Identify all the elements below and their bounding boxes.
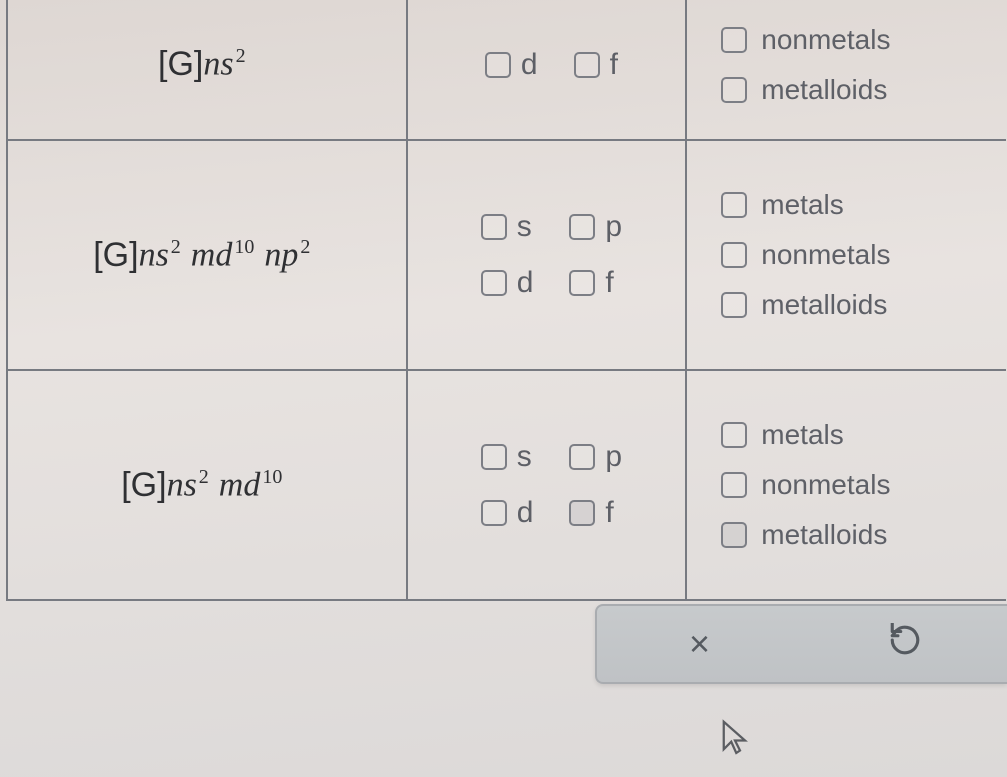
cursor-icon [720, 718, 750, 758]
table-row: [G]ns2md10 s p d f [7, 370, 1006, 600]
orbital-option-p[interactable]: p [569, 210, 622, 244]
type-label: nonmetals [761, 24, 890, 56]
orbital-checkbox-grid: s p d f [408, 371, 686, 599]
checkbox-icon [721, 77, 747, 103]
type-option-nonmetals[interactable]: nonmetals [721, 239, 1006, 271]
orbital-option-f[interactable]: f [569, 266, 622, 300]
type-label: metalloids [761, 74, 887, 106]
orbital-label: d [517, 266, 534, 300]
type-label: metalloids [761, 519, 887, 551]
type-label: metals [761, 419, 843, 451]
orbital-option-d[interactable]: d [481, 266, 534, 300]
orbital-option-f[interactable]: f [574, 48, 618, 82]
electron-config: [G]ns2 [8, 0, 406, 139]
type-option-metalloids[interactable]: metalloids [721, 519, 1006, 551]
element-type-list: nonmetals metalloids [687, 0, 1006, 139]
type-label: metals [761, 189, 843, 221]
orbital-label: f [605, 496, 613, 530]
orbital-option-s[interactable]: s [481, 210, 534, 244]
checkbox-icon [721, 422, 747, 448]
type-option-nonmetals[interactable]: nonmetals [721, 24, 1006, 56]
type-option-metals[interactable]: metals [721, 419, 1006, 451]
orbital-label: f [605, 266, 613, 300]
orbital-option-d[interactable]: d [481, 496, 534, 530]
orbital-label: d [521, 48, 538, 82]
checkbox-icon [481, 444, 507, 470]
element-type-list: metals nonmetals metalloids [687, 371, 1006, 599]
checkbox-icon [569, 214, 595, 240]
orbital-label: s [517, 210, 532, 244]
orbital-label: p [605, 210, 622, 244]
close-icon: × [689, 623, 710, 665]
element-type-list: metals nonmetals metalloids [687, 141, 1006, 369]
type-option-metals[interactable]: metals [721, 189, 1006, 221]
type-label: nonmetals [761, 239, 890, 271]
type-option-metalloids[interactable]: metalloids [721, 74, 1006, 106]
close-button[interactable]: × [597, 606, 802, 682]
checkbox-icon [721, 292, 747, 318]
type-option-metalloids[interactable]: metalloids [721, 289, 1006, 321]
checkbox-icon [481, 214, 507, 240]
type-label: nonmetals [761, 469, 890, 501]
checkbox-icon [569, 500, 595, 526]
type-label: metalloids [761, 289, 887, 321]
electron-config: [G]ns2md10np2 [8, 141, 406, 369]
checkbox-icon [569, 444, 595, 470]
checkbox-icon [721, 522, 747, 548]
table-row: [G]ns2md10np2 s p d f [7, 140, 1006, 370]
orbital-option-d[interactable]: d [485, 48, 538, 82]
checkbox-icon [481, 500, 507, 526]
question-table: [G]ns2 d f nonmetals [6, 0, 1006, 601]
checkbox-icon [481, 270, 507, 296]
orbital-label: p [605, 440, 622, 474]
answer-button-bar: × [595, 604, 1007, 684]
checkbox-icon [721, 192, 747, 218]
undo-button[interactable] [802, 606, 1007, 682]
type-option-nonmetals[interactable]: nonmetals [721, 469, 1006, 501]
orbital-option-p[interactable]: p [569, 440, 622, 474]
electron-config: [G]ns2md10 [8, 371, 406, 599]
checkbox-icon [574, 52, 600, 78]
orbital-option-s[interactable]: s [481, 440, 534, 474]
table-row: [G]ns2 d f nonmetals [7, 0, 1006, 140]
orbital-checkbox-grid: s p d f [408, 141, 686, 369]
checkbox-icon [721, 242, 747, 268]
undo-icon [888, 623, 922, 666]
orbital-label: f [610, 48, 618, 82]
checkbox-icon [721, 472, 747, 498]
orbital-checkbox-grid: d f [408, 0, 686, 139]
checkbox-icon [721, 27, 747, 53]
orbital-label: s [517, 440, 532, 474]
checkbox-icon [569, 270, 595, 296]
checkbox-icon [485, 52, 511, 78]
orbital-label: d [517, 496, 534, 530]
orbital-option-f[interactable]: f [569, 496, 622, 530]
